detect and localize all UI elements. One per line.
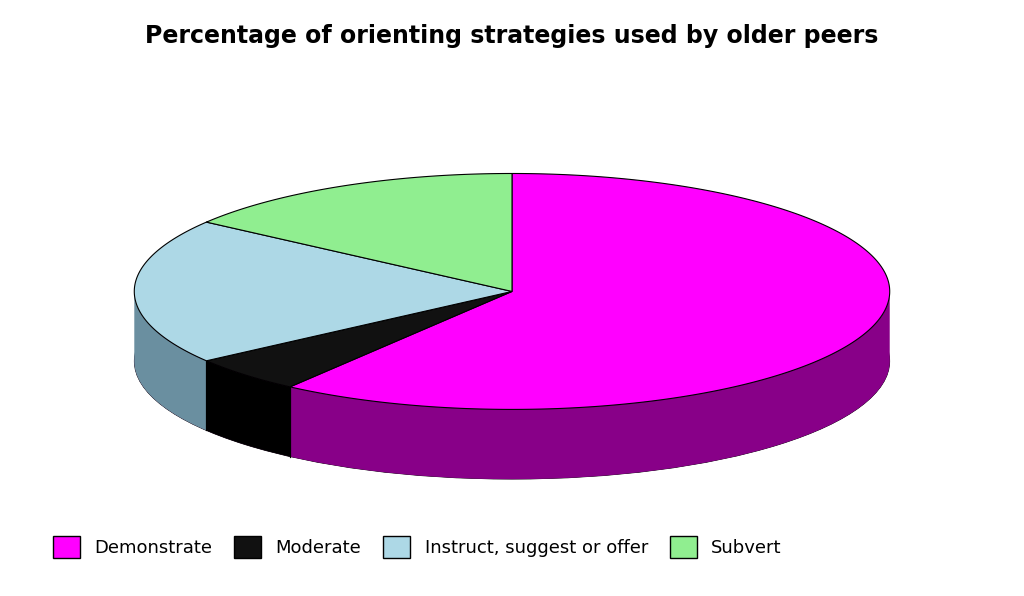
Polygon shape: [207, 291, 512, 387]
Legend: Demonstrate, Moderate, Instruct, suggest or offer, Subvert: Demonstrate, Moderate, Instruct, suggest…: [44, 526, 791, 567]
Polygon shape: [207, 361, 290, 457]
Polygon shape: [134, 290, 207, 430]
Polygon shape: [134, 222, 512, 361]
Polygon shape: [290, 291, 890, 479]
Polygon shape: [207, 173, 512, 291]
Ellipse shape: [134, 243, 890, 479]
Text: Percentage of orienting strategies used by older peers: Percentage of orienting strategies used …: [145, 24, 879, 48]
Polygon shape: [290, 173, 890, 409]
